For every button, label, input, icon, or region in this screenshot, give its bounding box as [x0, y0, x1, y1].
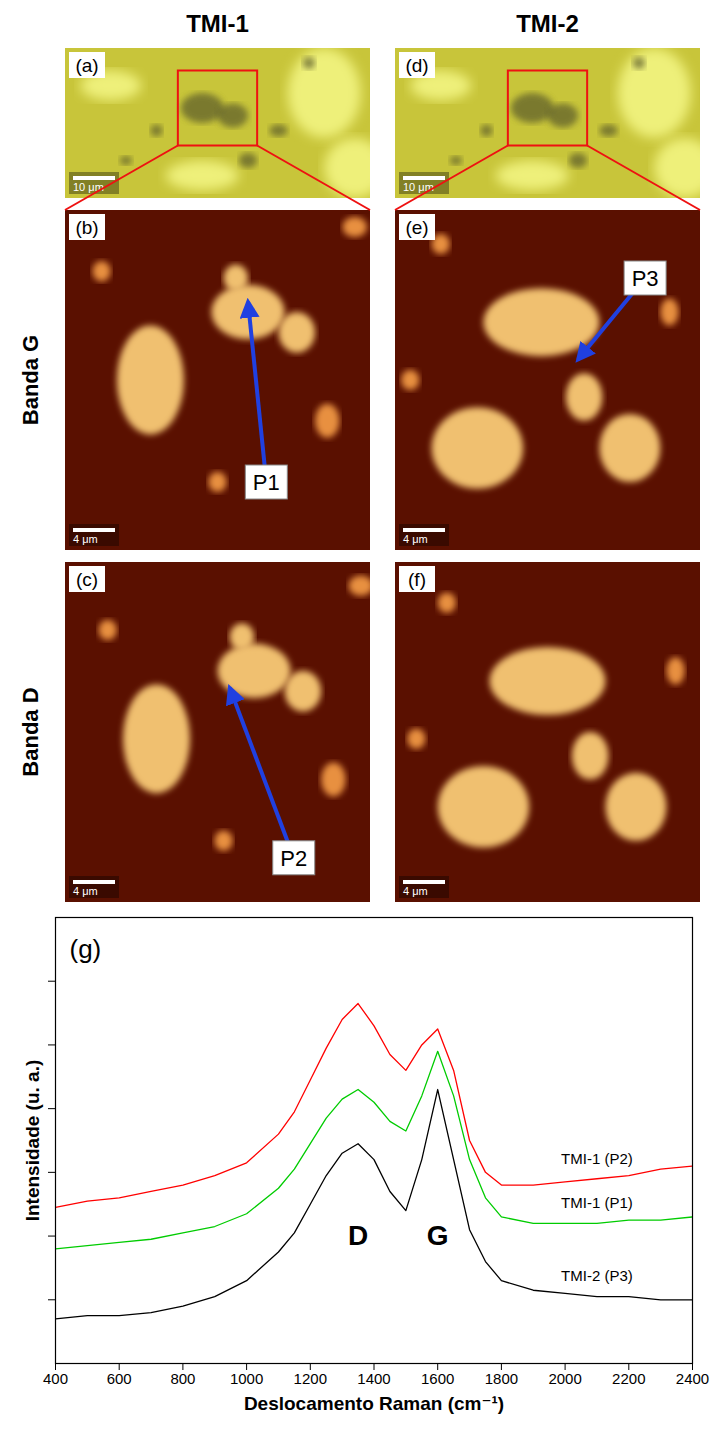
svg-text:TMI-1 (P2): TMI-1 (P2)	[561, 1150, 633, 1167]
svg-text:(c): (c)	[76, 569, 98, 590]
svg-text:(e): (e)	[405, 217, 428, 238]
svg-text:2000: 2000	[548, 1370, 581, 1387]
svg-text:4 μm: 4 μm	[73, 885, 98, 897]
svg-text:4 μm: 4 μm	[403, 533, 428, 545]
svg-text:2200: 2200	[612, 1370, 645, 1387]
svg-text:P1: P1	[253, 470, 280, 495]
svg-text:P2: P2	[280, 846, 307, 871]
svg-text:600: 600	[107, 1370, 132, 1387]
svg-text:(b): (b)	[75, 217, 98, 238]
svg-text:(d): (d)	[405, 55, 428, 76]
svg-text:1800: 1800	[485, 1370, 518, 1387]
svg-text:10 μm: 10 μm	[403, 181, 434, 193]
svg-text:G: G	[427, 1220, 449, 1251]
svg-text:1200: 1200	[294, 1370, 327, 1387]
svg-text:P3: P3	[632, 266, 659, 291]
svg-text:(a): (a)	[75, 55, 98, 76]
svg-text:1600: 1600	[421, 1370, 454, 1387]
svg-text:D: D	[348, 1220, 368, 1251]
svg-text:Banda G: Banda G	[18, 335, 43, 425]
svg-text:Intensidade (u. a.): Intensidade (u. a.)	[22, 1060, 43, 1222]
svg-text:Banda D: Banda D	[18, 687, 43, 776]
svg-text:TMI-1 (P1): TMI-1 (P1)	[561, 1194, 633, 1211]
svg-text:4 μm: 4 μm	[73, 533, 98, 545]
svg-text:1000: 1000	[230, 1370, 263, 1387]
svg-text:TMI-2: TMI-2	[516, 10, 579, 37]
svg-text:10 μm: 10 μm	[73, 181, 104, 193]
svg-text:Deslocamento Raman (cm⁻¹): Deslocamento Raman (cm⁻¹)	[244, 1393, 504, 1414]
svg-text:800: 800	[170, 1370, 195, 1387]
svg-text:400: 400	[43, 1370, 68, 1387]
svg-text:2400: 2400	[676, 1370, 709, 1387]
svg-text:1400: 1400	[357, 1370, 390, 1387]
svg-text:(g): (g)	[70, 934, 102, 964]
svg-text:TMI-1: TMI-1	[186, 10, 249, 37]
svg-text:TMI-2 (P3): TMI-2 (P3)	[561, 1267, 633, 1284]
svg-text:(f): (f)	[408, 569, 426, 590]
svg-text:4 μm: 4 μm	[403, 885, 428, 897]
